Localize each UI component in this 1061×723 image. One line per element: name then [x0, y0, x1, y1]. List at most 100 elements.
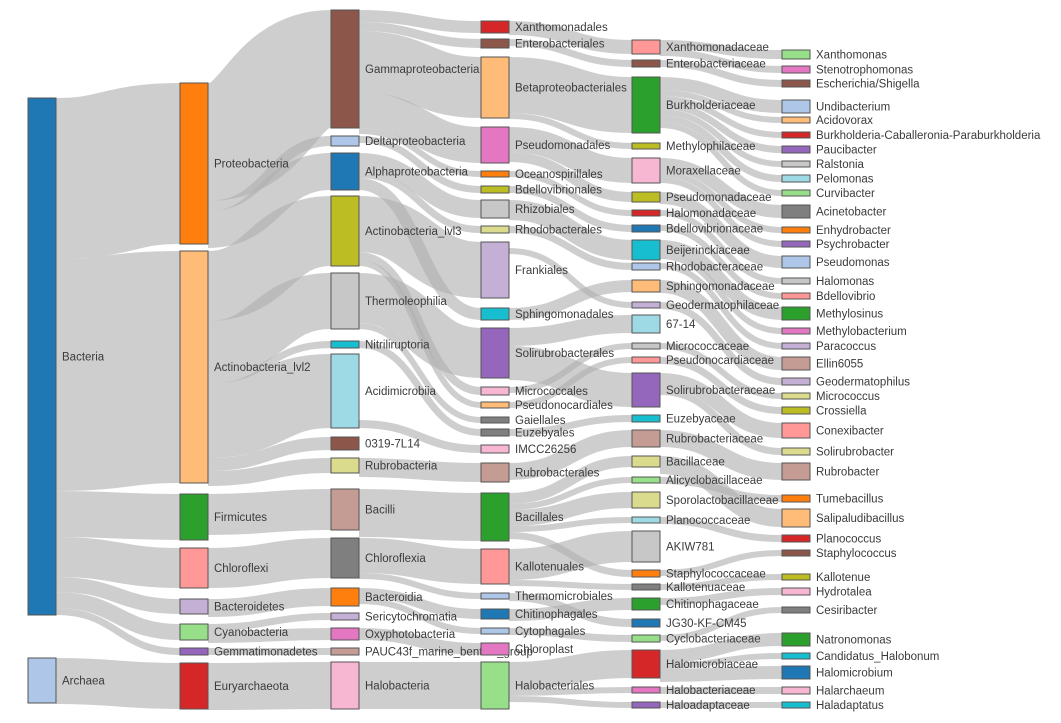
sankey-node-Cesiribacter[interactable] [781, 606, 811, 614]
sankey-node-Kallotenuaceae[interactable] [631, 583, 661, 591]
sankey-node-Candidatus_Halobonum[interactable] [781, 652, 811, 660]
sankey-node-Conexibacter[interactable] [781, 422, 811, 439]
sankey-node-Halomicrobium[interactable] [781, 665, 811, 680]
sankey-node-Escherichia/Shigella[interactable] [781, 79, 811, 88]
sankey-node-Acidimicrobiia[interactable] [330, 353, 360, 429]
sankey-node-Bacillaceae[interactable] [631, 455, 661, 468]
sankey-node-Rubrobacterales[interactable] [480, 462, 510, 483]
sankey-node-Undibacterium[interactable] [781, 99, 811, 114]
sankey-node-Staphylococcus[interactable] [781, 549, 811, 557]
sankey-node-Solirubrobacteraceae[interactable] [631, 372, 661, 408]
sankey-node-Deltaproteobacteria[interactable] [330, 135, 360, 147]
sankey-node-Hydrotalea[interactable] [781, 587, 811, 596]
sankey-node-Planococcus[interactable] [781, 534, 811, 543]
sankey-node-0319-7L14[interactable] [330, 436, 360, 451]
sankey-node-Actinobacteria_lvl2[interactable] [179, 250, 209, 484]
sankey-node-Bdellovibrio[interactable] [781, 292, 811, 300]
sankey-node-Haloadaptaceae[interactable] [631, 701, 661, 709]
sankey-node-Halomonas[interactable] [781, 277, 811, 285]
sankey-node-Pseudonocardiaceae[interactable] [631, 356, 661, 364]
sankey-node-Pelomonas[interactable] [781, 174, 811, 183]
sankey-node-Rubrobacteria[interactable] [330, 457, 360, 474]
sankey-node-Methylosinus[interactable] [781, 306, 811, 321]
sankey-node-Enterobacteriales[interactable] [480, 38, 510, 49]
sankey-node-Bacteroidetes[interactable] [179, 598, 209, 615]
sankey-node-Staphylococcaceae[interactable] [631, 569, 661, 578]
sankey-node-Burkholderiaceae[interactable] [631, 76, 661, 134]
sankey-node-Oceanospirillales[interactable] [480, 170, 510, 178]
sankey-node-Archaea[interactable] [27, 657, 57, 704]
sankey-node-Bacteroidia[interactable] [330, 587, 360, 607]
sankey-node-Bdellovibrionales[interactable] [480, 185, 510, 194]
sankey-node-Thermomicrobiales[interactable] [480, 592, 510, 600]
sankey-node-Rubrobacter[interactable] [781, 462, 811, 481]
sankey-node-Euzebyales[interactable] [480, 428, 510, 437]
sankey-node-Xanthomonadales[interactable] [480, 20, 510, 34]
sankey-node-Actinobacteria_lvl3[interactable] [330, 195, 360, 267]
sankey-node-Enhydrobacter[interactable] [781, 226, 811, 234]
sankey-node-Proteobacteria[interactable] [179, 82, 209, 245]
sankey-node-Bacilli[interactable] [330, 488, 360, 531]
sankey-node-Pseudomonadales[interactable] [480, 126, 510, 164]
sankey-node-Rhizobiales[interactable] [480, 199, 510, 219]
sankey-node-Halarchaeum[interactable] [781, 686, 811, 695]
sankey-node-Ellin6055[interactable] [781, 356, 811, 371]
sankey-node-Geodermatophilaceae[interactable] [631, 301, 661, 309]
sankey-node-Betaproteobacteriales[interactable] [480, 56, 510, 119]
sankey-node-Crossiella[interactable] [781, 406, 811, 415]
sankey-node-Solirubrobacterales[interactable] [480, 327, 510, 379]
sankey-node-AKIW781[interactable] [631, 530, 661, 563]
sankey-node-Acidovorax[interactable] [781, 116, 811, 124]
sankey-node-Alicyclobacillaceae[interactable] [631, 476, 661, 484]
sankey-node-Kallotenue[interactable] [781, 573, 811, 581]
sankey-node-Chitinophagaceae[interactable] [631, 597, 661, 611]
sankey-node-Bacillales[interactable] [480, 492, 510, 542]
sankey-node-Ralstonia[interactable] [781, 160, 811, 168]
sankey-node-Salipaludibacillus[interactable] [781, 508, 811, 528]
sankey-node-Kallotenuales[interactable] [480, 548, 510, 585]
sankey-node-Euryarchaeota[interactable] [179, 662, 209, 710]
sankey-node-Acinetobacter[interactable] [781, 204, 811, 219]
sankey-node-Sphingomonadales[interactable] [480, 307, 510, 321]
sankey-node-Alphaproteobacteria[interactable] [330, 152, 360, 191]
sankey-node-Geodermatophilus[interactable] [781, 377, 811, 386]
sankey-node-Cytophagales[interactable] [480, 627, 510, 635]
sankey-node-Chloroflexia[interactable] [330, 537, 360, 579]
sankey-node-Methylobacterium[interactable] [781, 327, 811, 335]
sankey-node-PAUC43f_marine_benthic_group[interactable] [330, 647, 360, 656]
sankey-node-Chloroflexi[interactable] [179, 547, 209, 589]
sankey-node-Halomicrobiaceae[interactable] [631, 649, 661, 679]
sankey-node-Xanthomonas[interactable] [781, 49, 811, 60]
sankey-node-Euzebyaceae[interactable] [631, 414, 661, 423]
sankey-node-Stenotrophomonas[interactable] [781, 65, 811, 74]
sankey-node-Burkholderia-Caballeronia-Paraburkholderia[interactable] [781, 131, 811, 139]
sankey-node-Halobacteriales[interactable] [480, 661, 510, 710]
sankey-node-Micrococcus[interactable] [781, 392, 811, 400]
sankey-node-Micrococcaceae[interactable] [631, 342, 661, 350]
sankey-node-Sporolactobacillaceae[interactable] [631, 491, 661, 509]
sankey-node-Chitinophagales[interactable] [480, 608, 510, 620]
sankey-node-Moraxellaceae[interactable] [631, 157, 661, 184]
sankey-node-Psychrobacter[interactable] [781, 240, 811, 248]
sankey-node-Xanthomonadaceae[interactable] [631, 39, 661, 55]
sankey-node-Gaiellales[interactable] [480, 416, 510, 424]
sankey-node-Chloroplast[interactable] [480, 642, 510, 656]
sankey-node-Pseudomonas[interactable] [781, 255, 811, 269]
sankey-node-Gammaproteobacteria[interactable] [330, 9, 360, 129]
sankey-node-Natronomonas[interactable] [781, 632, 811, 647]
sankey-node-Curvibacter[interactable] [781, 189, 811, 197]
sankey-node-JG30-KF-CM45[interactable] [631, 618, 661, 628]
sankey-node-Haladaptatus[interactable] [781, 701, 811, 709]
sankey-node-Cyanobacteria[interactable] [179, 623, 209, 641]
sankey-node-Nitriliruptoria[interactable] [330, 340, 360, 349]
sankey-node-Rhodobacteraceae[interactable] [631, 262, 661, 271]
sankey-node-Oxyphotobacteria[interactable] [330, 627, 360, 641]
sankey-node-Methylophilaceae[interactable] [631, 142, 661, 150]
sankey-node-Bacteria[interactable] [27, 97, 57, 616]
sankey-node-Sericytochromatia[interactable] [330, 612, 360, 621]
sankey-node-Rhodobacterales[interactable] [480, 225, 510, 234]
sankey-node-Pseudonocardiales[interactable] [480, 401, 510, 409]
sankey-node-Firmicutes[interactable] [179, 493, 209, 541]
sankey-node-Halobacteria[interactable] [330, 661, 360, 710]
sankey-node-Tumebacillus[interactable] [781, 494, 811, 503]
